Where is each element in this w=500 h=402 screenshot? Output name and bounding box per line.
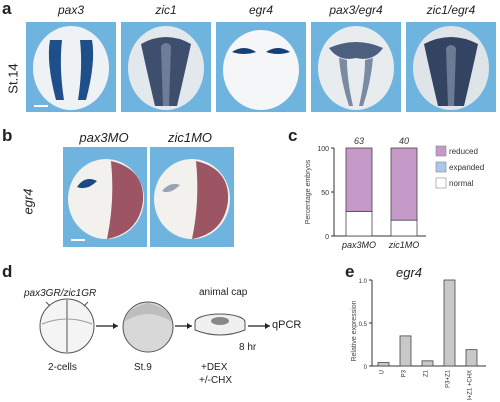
chx-label: +/-CHX: [199, 375, 233, 386]
chart-e-category-label: U: [380, 370, 386, 374]
chart-e-ytick-label: 0: [364, 365, 368, 371]
chart-relative-expression: 0 0.5 1.0 Relative expression U P3 Z1 P3+Z1 P3+Z…: [351, 279, 486, 400]
chart-c-legend-swatch: [435, 161, 447, 173]
chart-c-ytick-label: 100: [317, 146, 329, 153]
embryo-image-pax3-egr4: [311, 22, 401, 112]
column-label-pax3: pax3: [57, 3, 85, 17]
chart-e-title: egr4: [396, 265, 423, 280]
chart-e-category-label: P3+Z1: [446, 369, 452, 388]
chart-e-category-label: P3+Z1 +CHX: [468, 370, 474, 400]
chart-c-bar-reduced: [345, 147, 373, 212]
column-label-zic1mo: zic1MO: [167, 130, 213, 145]
qpcr-label: qPCR: [272, 319, 302, 331]
embryo-image-pax3mo: [63, 147, 147, 247]
embryo-image-zic1-egr4: [406, 22, 496, 112]
chart-c-ylabel: Percentage embryos: [305, 159, 312, 224]
stage-2cells-label: 2-cells: [48, 362, 77, 373]
stage-st9-label: St.9: [134, 362, 152, 373]
chart-e-bar: [421, 360, 434, 367]
chart-e-bar: [399, 335, 412, 367]
animal-cap-label: animal cap: [199, 287, 248, 298]
chart-percentage-embryos: 0 50 100 Percentage embryos 63 pax3MO 40 zic1MO…: [305, 136, 484, 250]
embryo-image-egr4: [216, 22, 306, 112]
chart-c-legend-swatch: [435, 177, 447, 189]
chart-c-legend-swatch: [435, 145, 447, 157]
dex-label: +DEX: [201, 362, 228, 373]
panel-a-letter: a: [2, 0, 12, 18]
two-cell-embryo: [39, 298, 95, 354]
chart-e-category-label: P3: [402, 369, 408, 377]
injection-label: pax3GR/zic1GR: [24, 288, 97, 299]
time-label: 8 hr: [239, 342, 257, 353]
column-label-zic1: zic1: [155, 3, 177, 17]
panel-c-letter: c: [288, 126, 298, 145]
stage9-embryo: [122, 301, 174, 353]
petri-dish: [194, 313, 246, 336]
chart-c-bar-normal: [390, 219, 418, 237]
chart-e-bar: [465, 349, 478, 367]
panel-d-letter: d: [2, 262, 13, 281]
chart-c-category-label: zic1MO: [388, 240, 420, 250]
embryo-image-zic1mo: [150, 147, 234, 247]
chart-e-ytick-label: 1.0: [359, 279, 368, 285]
panel-b-letter: b: [2, 126, 13, 145]
column-label-pax3-egr4: pax3/egr4: [329, 3, 383, 17]
chart-c-ytick-label: 0: [325, 234, 329, 241]
chart-c-n-label: 63: [354, 136, 364, 146]
column-label-pax3mo: pax3MO: [79, 130, 129, 145]
chart-e-bar: [377, 362, 390, 367]
chart-e-bar: [443, 279, 456, 367]
chart-e-ylabel: Relative expression: [351, 300, 358, 361]
column-label-egr4: egr4: [248, 3, 274, 17]
panel-e-letter: e: [345, 262, 355, 281]
stage-label: St.14: [5, 63, 21, 94]
row-label-egr4: egr4: [20, 188, 36, 215]
column-label-zic1-egr4: zic1/egr4: [426, 3, 476, 17]
protocol-diagram: [39, 298, 270, 354]
embryo-image-zic1: [121, 22, 211, 112]
chart-c-bar-normal: [345, 210, 373, 237]
embryo-image-pax3: [26, 22, 116, 112]
chart-e-category-label: Z1: [424, 369, 430, 377]
chart-c-legend-label: reduced: [449, 147, 478, 156]
chart-e-ytick-label: 0.5: [359, 322, 368, 328]
chart-c-category-label: pax3MO: [341, 240, 376, 250]
chart-c-bar-reduced: [390, 147, 418, 221]
chart-c-ytick-label: 50: [321, 190, 329, 197]
chart-c-n-label: 40: [399, 136, 409, 146]
chart-c-legend-label: expanded: [449, 163, 484, 172]
chart-c-legend-label: normal: [449, 179, 474, 188]
